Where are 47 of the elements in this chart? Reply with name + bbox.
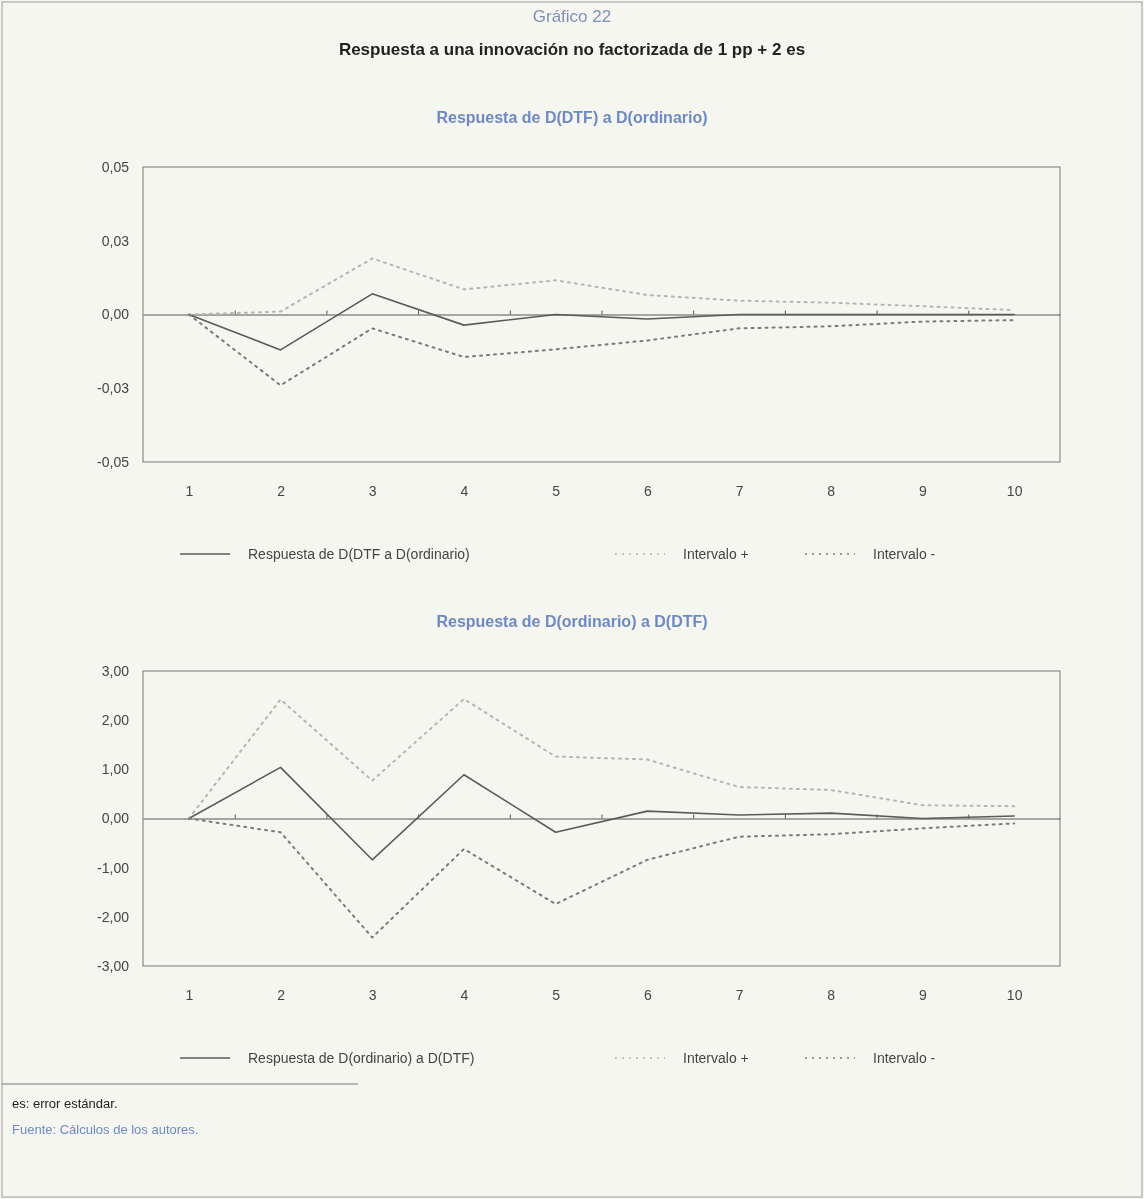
y-tick-label: -2,00 <box>97 908 130 925</box>
text: es: error estándar. <box>12 1096 118 1111</box>
legend-label: Intervalo - <box>873 546 936 562</box>
y-tick-label: -0,03 <box>97 380 130 397</box>
legend-label: Respuesta de D(ordinario) a D(DTF) <box>248 1050 475 1066</box>
legend-label: Intervalo + <box>683 1050 749 1066</box>
y-tick-label: 0,00 <box>101 306 130 323</box>
x-tick-label: 7 <box>735 482 744 499</box>
x-tick-label: 6 <box>643 986 652 1003</box>
x-tick-label: 1 <box>185 482 194 499</box>
y-tick-label: 0,00 <box>101 810 130 827</box>
x-tick-label: 2 <box>277 986 286 1003</box>
x-tick-label: 4 <box>460 482 469 499</box>
y-tick-label: 3,00 <box>101 662 130 679</box>
x-tick-label: 8 <box>827 986 836 1003</box>
y-tick-label: 1,00 <box>101 761 130 778</box>
line-series <box>187 698 1016 820</box>
x-tick-label: 9 <box>919 482 928 499</box>
legend-label: Intervalo - <box>873 1050 936 1066</box>
x-tick-label: 5 <box>552 482 561 499</box>
x-tick-label: 9 <box>919 986 928 1003</box>
x-tick-label: 8 <box>827 482 836 499</box>
y-tick-label: 0,05 <box>101 158 130 175</box>
chart-subtitle: Respuesta de D(DTF) a D(ordinario) <box>436 109 708 126</box>
y-tick-label: -3,00 <box>97 957 130 974</box>
y-tick-label: -1,00 <box>97 859 130 876</box>
x-tick-label: 4 <box>460 986 469 1003</box>
x-tick-label: 3 <box>368 482 377 499</box>
text: Gráfico 22 <box>532 7 612 26</box>
line-series <box>187 313 1016 387</box>
source-note: Fuente: Cálculos de los autores. <box>12 1122 199 1137</box>
x-tick-label: 1 <box>185 986 194 1003</box>
legend-label: Intervalo + <box>683 546 749 562</box>
x-tick-label: 3 <box>368 986 377 1003</box>
y-tick-label: 0,03 <box>101 232 130 249</box>
y-tick-label: 2,00 <box>101 712 130 729</box>
x-tick-label: 10 <box>1006 986 1023 1003</box>
line-series <box>187 817 1016 939</box>
x-tick-label: 5 <box>552 986 561 1003</box>
chart-subtitle: Respuesta de D(ordinario) a D(DTF) <box>436 613 708 630</box>
x-tick-label: 6 <box>643 482 652 499</box>
x-tick-label: 7 <box>735 986 744 1003</box>
x-tick-label: 10 <box>1006 482 1023 499</box>
chart-title: Respuesta a una innovación no factorizada de 1 pp + 2 es <box>338 40 806 59</box>
legend-label: Respuesta de D(DTF a D(ordinario) <box>248 546 470 562</box>
x-tick-label: 2 <box>277 482 286 499</box>
y-tick-label: -0,05 <box>97 453 130 470</box>
